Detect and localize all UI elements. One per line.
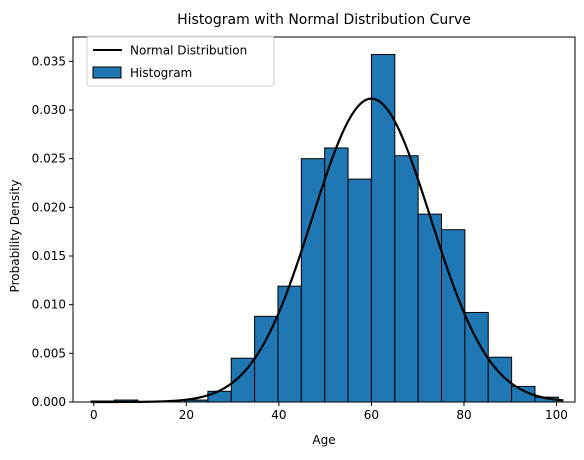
- legend-label-normal: Normal Distribution: [130, 44, 247, 58]
- normal-curve-group: [91, 97, 564, 404]
- y-tick-label: 0.030: [32, 103, 66, 117]
- histogram-bar: [441, 229, 466, 403]
- y-tick-label: 0.025: [32, 152, 66, 166]
- y-tick-label: 0.010: [32, 298, 66, 312]
- chart-title: Histogram with Normal Distribution Curve: [177, 12, 471, 28]
- legend-label-histogram: Histogram: [130, 66, 192, 80]
- y-axis-label: Probability Density: [8, 180, 22, 293]
- histogram-bars: [90, 54, 559, 403]
- y-axis-ticks: 0.000 0.005 0.010 0.015 0.020 0.025 0.030 0.035: [32, 54, 73, 409]
- y-tick-label: 0.015: [32, 249, 66, 263]
- x-axis-ticks: 0 20 40 60 80 100: [90, 402, 568, 422]
- histogram-bar: [324, 147, 349, 403]
- histogram-bar: [254, 315, 279, 403]
- x-axis-label: Age: [312, 433, 335, 447]
- x-tick-label: 80: [456, 408, 471, 422]
- y-tick-label: 0.035: [32, 54, 66, 68]
- x-tick-label: 40: [271, 408, 286, 422]
- y-tick-label: 0.000: [32, 395, 66, 409]
- histogram-bar: [347, 178, 372, 403]
- y-tick-label: 0.005: [32, 346, 66, 360]
- histogram-bar: [300, 158, 326, 403]
- normal-distribution-curve: [91, 97, 564, 404]
- y-tick-label: 0.020: [32, 200, 66, 214]
- histogram-bar: [370, 54, 396, 403]
- histogram-bar: [207, 390, 232, 403]
- x-tick-label: 60: [364, 408, 379, 422]
- histogram-bar: [394, 155, 419, 403]
- x-tick-label: 0: [90, 408, 98, 422]
- x-tick-label: 20: [179, 408, 194, 422]
- legend-patch-swatch: [92, 66, 122, 79]
- x-tick-label: 100: [545, 408, 568, 422]
- legend-box: [86, 35, 275, 87]
- histogram-bar: [464, 311, 489, 403]
- axes-frame: [72, 36, 576, 403]
- legend: Normal Distribution Histogram: [86, 35, 275, 87]
